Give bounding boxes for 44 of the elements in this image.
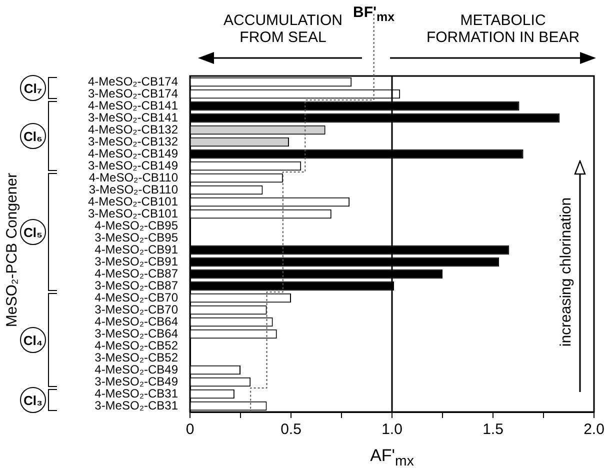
y-tick-label: 4-MeSO₂-CB49 [94,362,178,376]
y-tick-label: 4-MeSO₂-CB110 [88,170,178,184]
y-tick-label: 3-MeSO₂-CB95 [94,230,178,244]
y-tick-label: 4-MeSO₂-CB87 [94,266,178,280]
x-tick-label: 1.5 [482,421,504,438]
text: Cl₅ [20,219,46,245]
y-tick-label: 4-MeSO₂-CB52 [94,338,178,352]
y-tick-label: 4-MeSO₂-CB141 [88,98,178,112]
y-tick-label: 4-MeSO₂-CB149 [88,146,178,160]
y-tick-label: 4-MeSO₂-CB70 [94,290,178,304]
x-tick-label: 2.0 [584,421,604,438]
x-tick-label: 0 [186,421,194,438]
y-tick-label: 4-MeSO₂-CB101 [88,194,178,208]
y-tick-label: 3-MeSO₂-CB110 [88,182,178,196]
text: METABOLIC FORMATION IN BEAR [425,12,581,46]
x-tick-label: 0.5 [280,421,302,438]
x-tick-label: 1.0 [382,421,402,438]
y-tick-label: 3-MeSO₂-CB87 [94,278,178,292]
y-tick-label: 3-MeSO₂-CB91 [94,254,178,268]
series-label: BF'$_{mx}$ [352,4,395,24]
text: Cl₆ [20,123,46,149]
text: Cl₃ [20,387,46,413]
y-tick-label: 3-MeSO₂-CB132 [88,134,178,148]
y-tick-label: 4-MeSO₂-CB31 [94,386,178,400]
y-tick-label: 4-MeSO₂-CB132 [88,122,178,136]
y-tick-label: 4-MeSO₂-CB91 [94,242,178,256]
y-tick-label: 3-MeSO₂-CB31 [94,398,178,412]
y-tick-label: 4-MeSO₂-CB174 [88,74,178,88]
y-tick-label: 4-MeSO₂-CB64 [94,314,178,328]
text: ACCUMULATION FROM SEAL [222,12,344,46]
y-tick-label: 3-MeSO₂-CB101 [88,206,178,220]
y-tick-label: 3-MeSO₂-CB149 [88,158,178,172]
text: Cl₇ [20,75,46,101]
y-tick-label: 3-MeSO₂-CB49 [94,374,178,388]
x-axis-title: AF'$_{mx}$ [370,446,414,470]
y-tick-label: 3-MeSO₂-CB141 [88,110,178,124]
y-tick-label: 3-MeSO₂-CB52 [94,350,178,364]
y-tick-label: 3-MeSO₂-CB174 [88,86,178,100]
text: Cl₄ [20,327,46,353]
y-tick-label: 3-MeSO₂-CB64 [94,326,178,340]
y-axis-title: MeSO₂-PCB Congener [4,172,20,328]
y-tick-label: 3-MeSO₂-CB70 [94,302,178,316]
y-tick-label: 4-MeSO₂-CB95 [94,218,178,232]
annotation: increasing chlorination [558,197,574,347]
